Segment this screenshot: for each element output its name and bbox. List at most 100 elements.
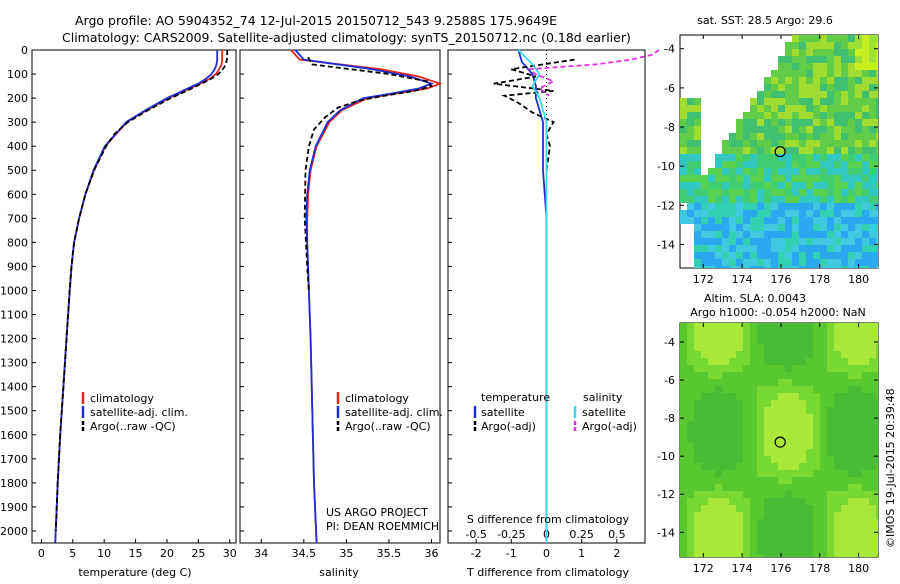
sst-cell — [729, 259, 736, 266]
sst-cell — [827, 238, 834, 245]
sst-cell — [778, 56, 785, 63]
sst-cell — [750, 119, 757, 126]
sst-cell — [694, 147, 701, 154]
sst-cell — [813, 147, 820, 154]
sla-cell — [820, 484, 827, 491]
sst-cell — [876, 140, 878, 147]
sst-cell — [715, 245, 722, 252]
sla-cell — [862, 323, 869, 330]
sla-cell — [729, 407, 736, 414]
sla-cell — [778, 372, 785, 379]
sla-cell — [862, 498, 869, 505]
sla-cell — [701, 372, 708, 379]
sla-cell — [813, 498, 820, 505]
sla-cell — [799, 421, 806, 428]
sla-cell — [827, 463, 834, 470]
sla-cell — [736, 428, 743, 435]
sst-cell — [757, 98, 764, 105]
sla-cell — [785, 400, 792, 407]
sla-cell — [834, 526, 841, 533]
sla-cell — [806, 505, 813, 512]
sla-cell — [736, 512, 743, 519]
sst-cell — [813, 224, 820, 231]
sla-cell — [813, 323, 820, 330]
sst-cell — [764, 126, 771, 133]
sla-cell — [855, 491, 862, 498]
sla-cell — [869, 435, 876, 442]
sst-cell — [841, 105, 848, 112]
sla-cell — [680, 442, 687, 449]
sst-cell — [806, 77, 813, 84]
sla-cell — [729, 463, 736, 470]
sst-cell — [869, 35, 876, 42]
sla-cell — [876, 442, 878, 449]
sla-cell — [855, 547, 862, 554]
sla-cell — [778, 330, 785, 337]
sla-cell — [785, 498, 792, 505]
sst-cell — [855, 98, 862, 105]
sst-cell — [876, 70, 878, 77]
sst-cell — [764, 252, 771, 259]
sst-cell — [694, 259, 701, 266]
sla-cell — [771, 505, 778, 512]
sst-cell — [834, 105, 841, 112]
sla-cell — [848, 477, 855, 484]
sst-cell — [862, 161, 869, 168]
sla-cell — [855, 470, 862, 477]
sst-cell — [680, 98, 687, 105]
sst-cell — [834, 231, 841, 238]
sla-cell — [869, 407, 876, 414]
sst-cell — [862, 182, 869, 189]
sst-cell — [869, 175, 876, 182]
sst-cell — [750, 147, 757, 154]
sst-cell — [778, 259, 785, 266]
sst-cell — [799, 245, 806, 252]
sst-cell — [792, 49, 799, 56]
temperature-xtick-label: 5 — [69, 547, 76, 560]
sla-cell — [694, 484, 701, 491]
sst-cell — [876, 56, 878, 63]
sla-cell — [708, 449, 715, 456]
sla-cell — [813, 351, 820, 358]
sla-cell — [862, 547, 869, 554]
sst-cell — [869, 56, 876, 63]
sst-cell — [827, 112, 834, 119]
sla-cell — [729, 484, 736, 491]
sst-cell — [876, 224, 878, 231]
sst-cell — [785, 147, 792, 154]
sla-cell — [701, 456, 708, 463]
sla-cell — [876, 365, 878, 372]
sst-cell — [834, 161, 841, 168]
sla-cell — [806, 323, 813, 330]
sla-cell — [771, 547, 778, 554]
sla-cell — [701, 512, 708, 519]
sla-cell — [708, 435, 715, 442]
sst-cell — [792, 77, 799, 84]
sla-cell — [750, 470, 757, 477]
sst-cell — [834, 91, 841, 98]
sla-cell — [834, 365, 841, 372]
sla-cell — [841, 351, 848, 358]
sst-cell — [820, 56, 827, 63]
sst-cell — [855, 189, 862, 196]
sst-cell — [778, 84, 785, 91]
sla-cell — [855, 463, 862, 470]
sla-cell — [806, 372, 813, 379]
sla-cell — [694, 407, 701, 414]
sst-cell — [876, 42, 878, 49]
sla-cell — [715, 498, 722, 505]
sla-cell — [771, 449, 778, 456]
sla-cell — [827, 351, 834, 358]
sst-cell — [855, 84, 862, 91]
sla-cell — [722, 323, 729, 330]
sst-cell — [757, 161, 764, 168]
sst-cell — [869, 238, 876, 245]
sst-cell — [729, 140, 736, 147]
depth-tick-label: 1700 — [0, 453, 28, 466]
sst-cell — [820, 84, 827, 91]
sla-cell — [869, 547, 876, 554]
sla-cell — [729, 421, 736, 428]
t-diff-xtick-label: 0 — [543, 547, 550, 560]
sst-cell — [750, 196, 757, 203]
sla-cell — [736, 456, 743, 463]
